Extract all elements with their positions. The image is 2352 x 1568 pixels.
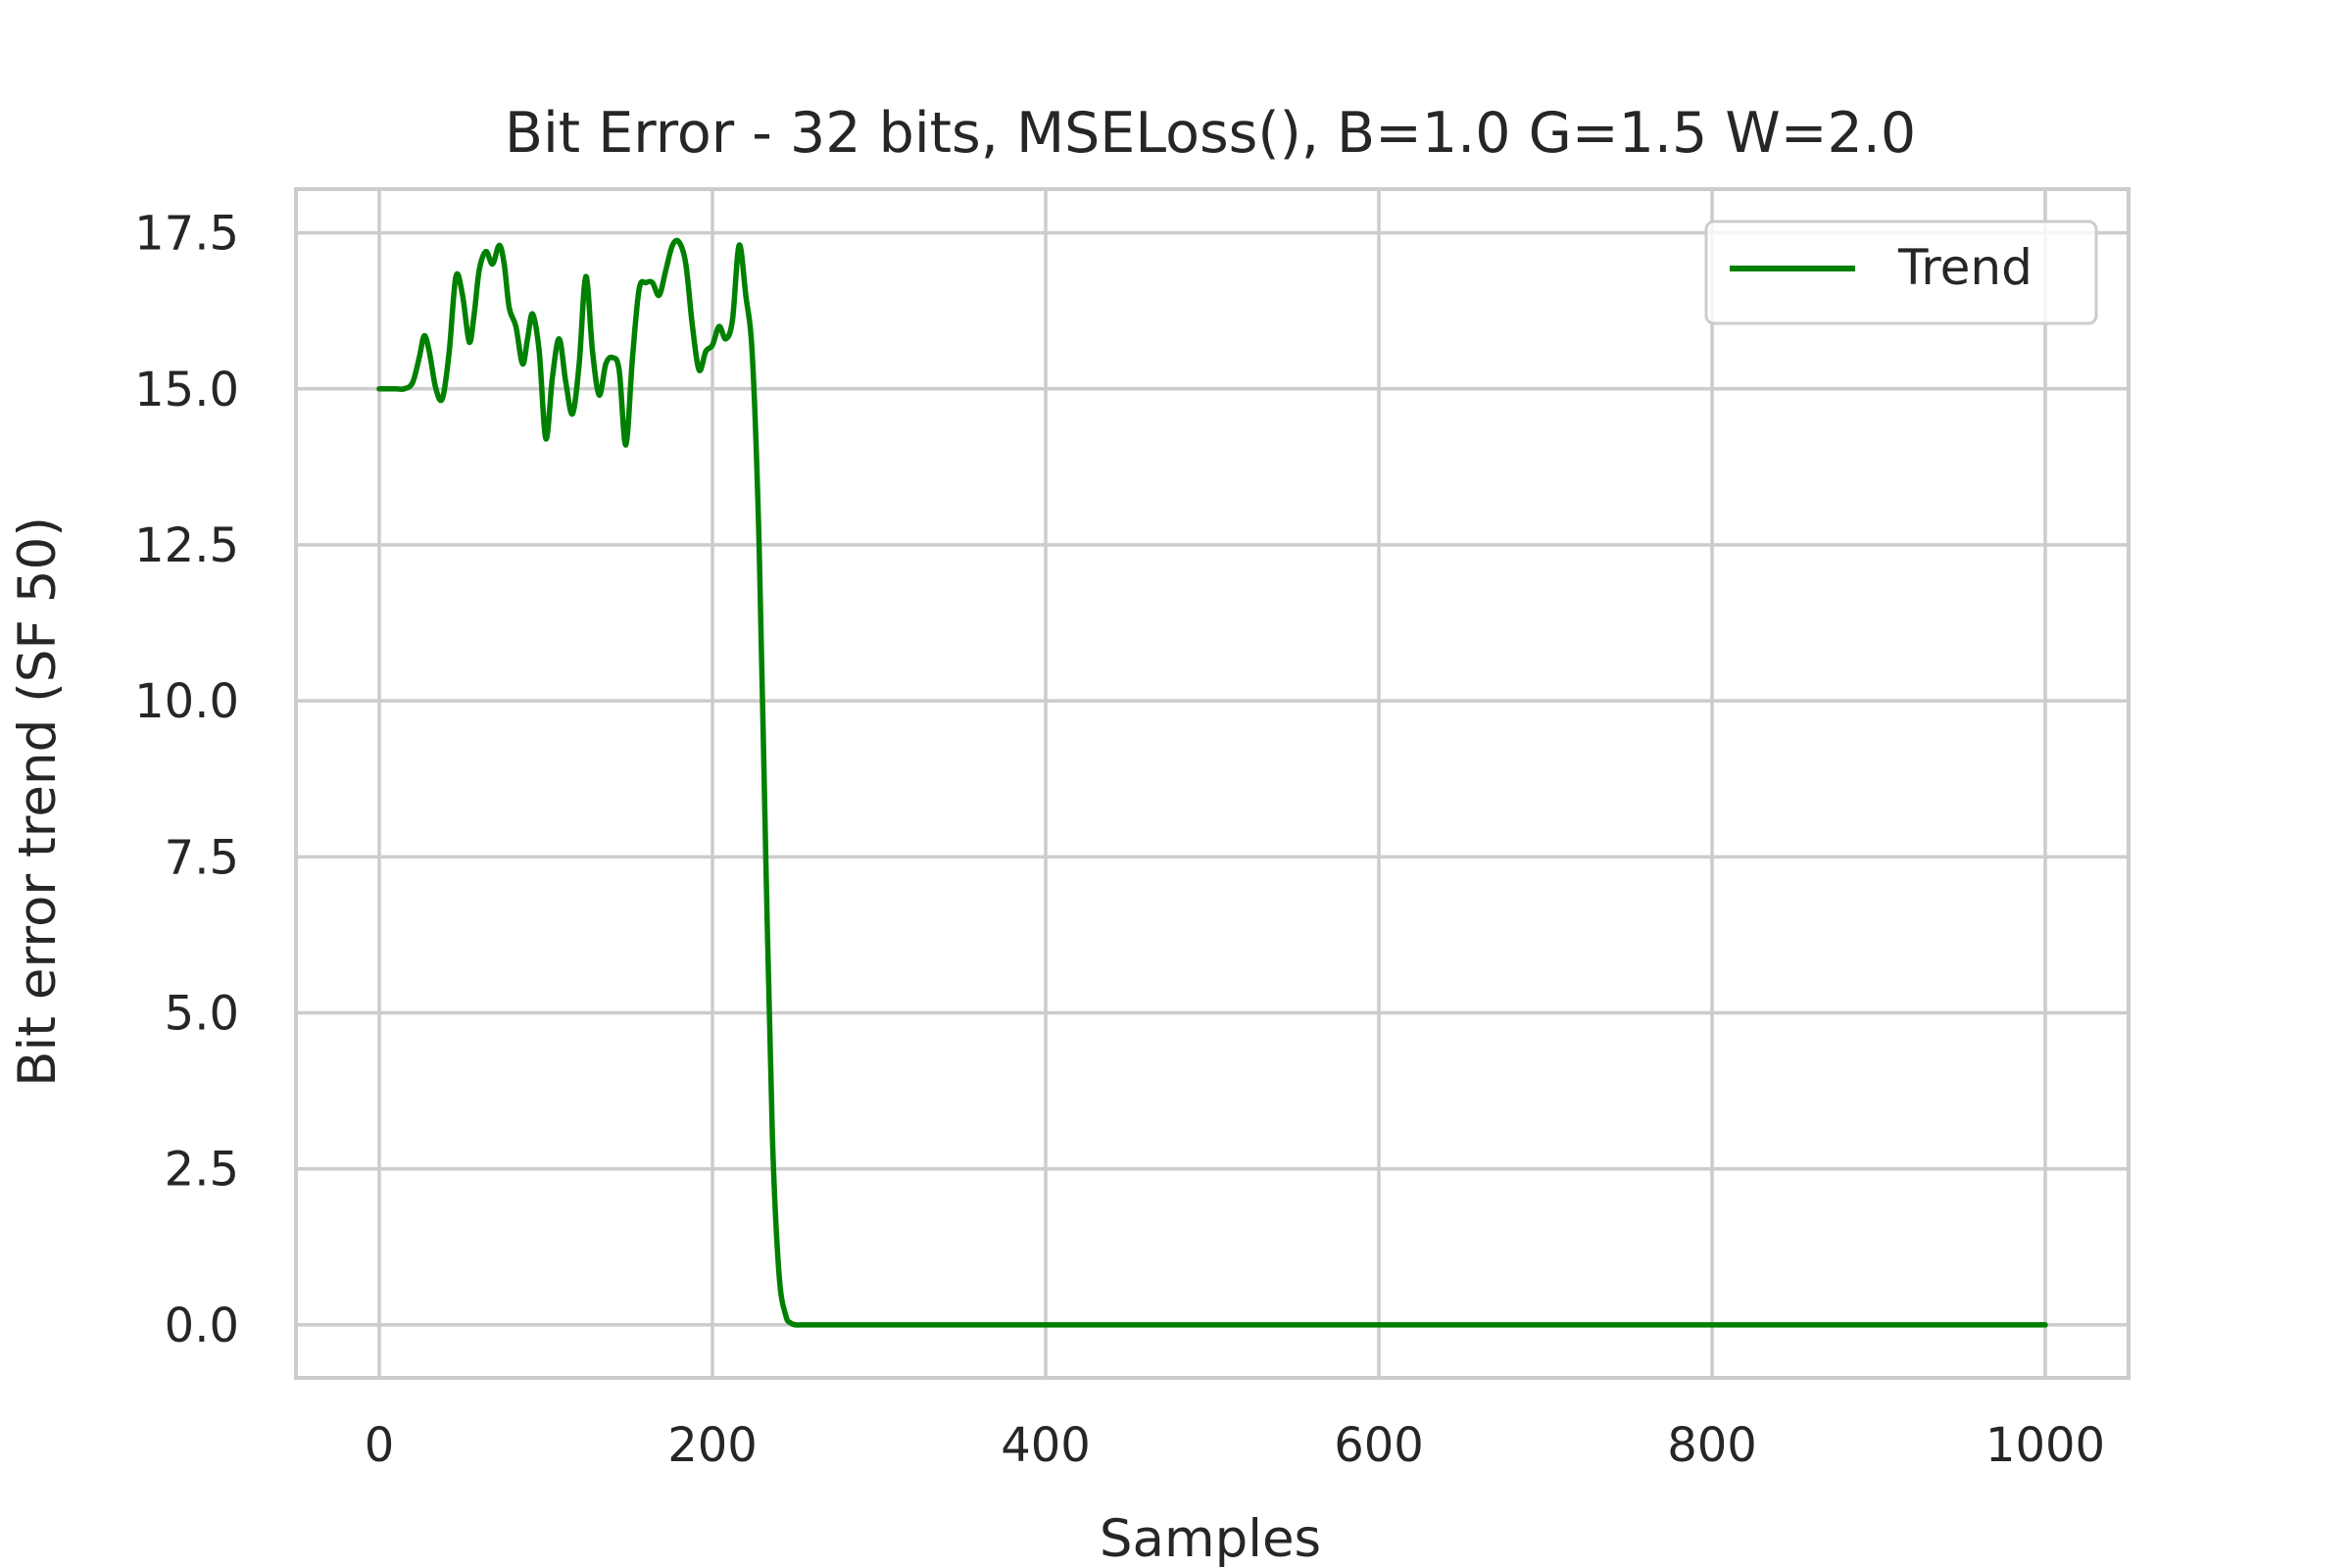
- y-tick-label: 7.5: [165, 830, 239, 885]
- chart-title: Bit Error - 32 bits, MSELoss(), B=1.0 G=…: [505, 101, 1916, 166]
- x-tick-label: 600: [1334, 1418, 1424, 1473]
- legend-label-trend: Trend: [1897, 239, 2033, 296]
- x-tick-label: 800: [1667, 1418, 1757, 1473]
- x-tick-label: 0: [365, 1418, 395, 1473]
- series-line-trend: [376, 237, 2048, 1328]
- x-tick-label: 1000: [1985, 1418, 2105, 1473]
- x-tick-label: 400: [1001, 1418, 1091, 1473]
- y-tick-label: 10.0: [134, 674, 239, 729]
- y-tick-label: 5.0: [165, 987, 239, 1042]
- series-layer: [376, 237, 2048, 1328]
- x-axis-title: Samples: [1100, 1509, 1321, 1568]
- y-tick-label: 12.5: [134, 518, 239, 573]
- legend-box: [1704, 220, 2098, 325]
- legend: Trend: [1704, 220, 2098, 325]
- tick-labels: 0 200 400 600 800 1000 0.0 2.5 5.0 7.5 10.0 12.5 15.…: [134, 207, 2105, 1473]
- grid: [296, 189, 2129, 1378]
- x-tick-label: 200: [667, 1418, 758, 1473]
- plot-frame: [294, 187, 2131, 1380]
- y-tick-label: 2.5: [165, 1143, 239, 1198]
- y-tick-label: 0.0: [165, 1298, 239, 1353]
- y-tick-label: 15.0: [134, 363, 239, 417]
- y-tick-label: 17.5: [134, 207, 239, 262]
- y-axis-title: Bit error trend (SF 50): [8, 516, 68, 1087]
